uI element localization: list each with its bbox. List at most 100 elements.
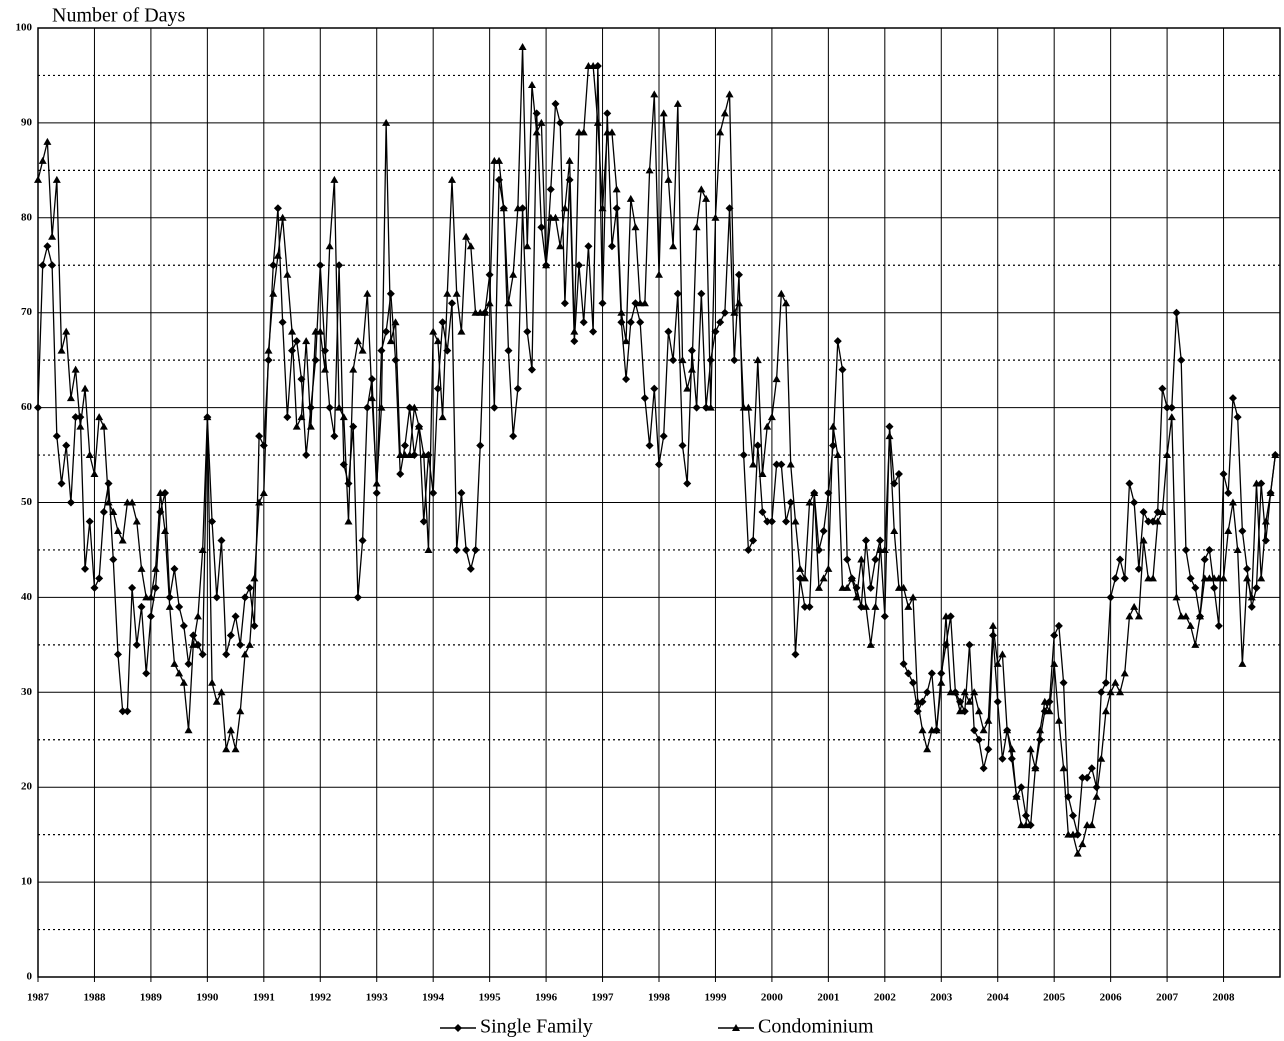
marker: [894, 470, 903, 479]
marker: [1036, 735, 1045, 744]
marker: [1069, 811, 1077, 820]
marker: [1181, 612, 1190, 620]
marker: [325, 403, 334, 412]
marker: [749, 460, 758, 468]
marker: [226, 726, 235, 734]
marker: [71, 365, 80, 373]
marker: [622, 337, 631, 345]
marker: [1186, 574, 1195, 583]
marker: [716, 318, 725, 327]
marker: [833, 451, 842, 459]
marker: [1228, 394, 1237, 403]
marker: [358, 536, 367, 545]
marker: [1087, 764, 1096, 773]
x-tick-label: 1995: [479, 992, 502, 1004]
marker: [179, 621, 188, 630]
marker: [655, 460, 663, 469]
marker: [1181, 545, 1190, 554]
marker: [419, 451, 428, 459]
marker: [382, 327, 391, 336]
marker: [137, 602, 146, 611]
marker: [212, 697, 221, 705]
marker: [128, 498, 137, 506]
marker: [1172, 593, 1181, 601]
marker: [716, 128, 725, 136]
marker: [734, 270, 743, 279]
marker: [617, 318, 626, 327]
marker: [1130, 602, 1139, 610]
marker: [692, 403, 701, 412]
marker: [241, 650, 249, 658]
marker: [448, 299, 456, 308]
marker: [1233, 545, 1242, 553]
marker: [38, 156, 47, 164]
marker: [791, 517, 800, 525]
marker: [909, 593, 918, 601]
marker: [565, 156, 574, 164]
marker: [236, 707, 245, 715]
marker: [269, 289, 278, 297]
marker: [179, 678, 188, 686]
marker: [814, 545, 823, 554]
marker: [99, 507, 108, 516]
marker: [95, 574, 104, 583]
marker: [424, 545, 433, 553]
marker: [786, 460, 795, 468]
marker: [1266, 489, 1275, 497]
marker: [984, 745, 993, 754]
marker: [66, 498, 75, 507]
marker: [161, 526, 170, 534]
marker: [495, 156, 504, 164]
x-tick-label: 2000: [761, 992, 784, 1004]
marker: [786, 498, 795, 507]
marker: [386, 337, 395, 345]
marker: [57, 479, 66, 488]
marker: [607, 242, 616, 251]
marker: [551, 213, 560, 221]
marker: [772, 375, 781, 383]
marker: [1054, 716, 1063, 724]
marker: [368, 394, 377, 402]
y-tick-label: 70: [21, 306, 33, 318]
marker: [805, 498, 814, 506]
marker: [236, 640, 245, 649]
marker: [189, 640, 198, 648]
marker: [1073, 849, 1082, 857]
marker: [579, 318, 588, 327]
marker: [189, 631, 198, 640]
marker: [913, 697, 922, 705]
x-tick-label: 1994: [422, 992, 445, 1004]
marker: [899, 659, 908, 668]
marker: [706, 403, 715, 411]
marker: [306, 422, 315, 430]
marker: [335, 261, 344, 270]
marker: [34, 175, 42, 183]
marker: [1224, 526, 1233, 534]
marker: [405, 451, 414, 459]
marker: [673, 289, 682, 298]
marker: [937, 678, 946, 686]
y-tick-label: 0: [27, 971, 33, 983]
marker: [368, 375, 377, 384]
marker: [1214, 621, 1223, 630]
marker: [866, 640, 875, 648]
marker: [1205, 545, 1214, 554]
marker: [622, 375, 631, 384]
marker: [1054, 621, 1063, 630]
marker: [255, 432, 264, 441]
marker: [937, 669, 946, 678]
marker: [386, 289, 395, 298]
marker: [556, 118, 565, 127]
marker: [429, 327, 438, 335]
marker: [880, 545, 889, 553]
marker: [513, 204, 522, 212]
marker: [640, 394, 649, 403]
marker: [970, 726, 979, 735]
marker: [62, 441, 71, 450]
marker: [1196, 612, 1205, 620]
marker: [909, 678, 918, 687]
marker: [546, 185, 555, 194]
marker: [1139, 536, 1148, 544]
marker: [1003, 726, 1012, 734]
